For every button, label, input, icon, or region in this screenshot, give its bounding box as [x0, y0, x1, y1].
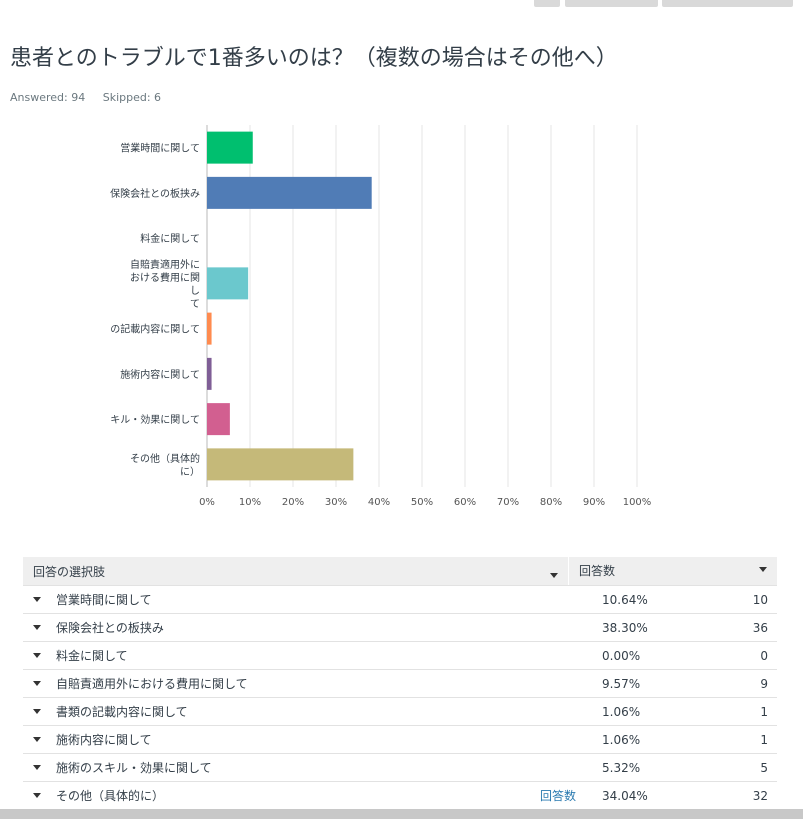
x-tick-label: 20%: [282, 497, 304, 508]
answer-choice-label: 保険会社との板挟み: [56, 621, 164, 635]
answer-choice-label: 料金に関して: [56, 649, 128, 663]
table-row: 営業時間に関して 10.64% 10: [23, 586, 777, 614]
bar[interactable]: [207, 131, 253, 164]
response-count: 32: [752, 788, 768, 803]
expand-caret-icon[interactable]: [33, 597, 41, 602]
table-row: 自賠責適用外における費用に関して 9.57% 9: [23, 670, 777, 698]
response-percent: 5.32%: [602, 760, 641, 775]
response-count: 1: [760, 704, 768, 719]
bar[interactable]: [207, 312, 212, 345]
category-label: 施術内容に関して: [120, 368, 200, 381]
category-label: 営業時間に関して: [120, 142, 200, 155]
category-label: 保険会社との板挟み: [110, 187, 200, 200]
table-row: 施術のスキル・効果に関して 5.32% 5: [23, 754, 777, 782]
table-row: 書類の記載内容に関して 1.06% 1: [23, 698, 777, 726]
table-row: 料金に関して 0.00% 0: [23, 642, 777, 670]
question-title: 患者とのトラブルで1番多いのは？（複数の場合はその他へ）: [10, 46, 618, 71]
response-percent: 0.00%: [602, 648, 641, 663]
category-label: に）: [180, 466, 200, 478]
sort-caret-icon[interactable]: [550, 572, 558, 578]
toolbar-button[interactable]: [565, 0, 658, 7]
answer-choice-label: 営業時間に関して: [56, 593, 152, 607]
x-tick-label: 100%: [623, 497, 652, 508]
response-percent: 9.57%: [602, 676, 641, 691]
response-count: 10: [752, 592, 768, 607]
bar[interactable]: [207, 448, 354, 481]
category-label: キル・効果に関して: [110, 413, 200, 426]
category-label: て: [190, 299, 200, 310]
category-label: おける費用に関: [130, 271, 200, 284]
answered-count: Answered: 94: [10, 91, 86, 104]
toolbar-button-small[interactable]: [534, 0, 560, 7]
category-label: 料金に関して: [140, 232, 200, 245]
expand-caret-icon[interactable]: [33, 793, 41, 798]
sort-caret-icon[interactable]: [759, 567, 767, 572]
answer-choice-label: 書類の記載内容に関して: [56, 705, 188, 719]
answer-choice-label: 自賠責適用外における費用に関して: [56, 677, 248, 691]
header-responses[interactable]: 回答数: [568, 557, 777, 585]
expand-caret-icon[interactable]: [33, 625, 41, 630]
header-answer-choices[interactable]: 回答の選択肢: [23, 563, 568, 580]
table-row: その他（具体的に） 回答数 34.04% 32: [23, 782, 777, 810]
expand-caret-icon[interactable]: [33, 765, 41, 770]
category-label: その他（具体的: [130, 452, 200, 465]
x-tick-label: 0%: [199, 497, 215, 508]
results-table: 回答の選択肢 回答数 営業時間に関して 10.64% 10 保険会社との板挟み 38.3…: [23, 557, 777, 810]
bar[interactable]: [207, 357, 212, 390]
category-label: し: [190, 285, 200, 297]
bar[interactable]: [207, 176, 372, 209]
response-count: 9: [760, 676, 768, 691]
expand-caret-icon[interactable]: [33, 681, 41, 686]
response-percent: 34.04%: [602, 788, 648, 803]
x-tick-label: 70%: [497, 497, 519, 508]
x-tick-label: 30%: [325, 497, 347, 508]
category-label: の記載内容に関して: [110, 323, 200, 336]
x-tick-label: 80%: [540, 497, 562, 508]
response-percent: 1.06%: [602, 732, 641, 747]
response-count: 5: [760, 760, 768, 775]
table-header: 回答の選択肢 回答数: [23, 557, 777, 586]
x-tick-label: 60%: [454, 497, 476, 508]
answer-choice-label: 施術のスキル・効果に関して: [56, 761, 212, 775]
bar-chart: 0% 10% 20% 30% 40% 50% 60% 70% 80% 90% 100% 営業時間に関し…: [110, 125, 652, 508]
response-count: 0: [760, 648, 768, 663]
expand-caret-icon[interactable]: [33, 653, 41, 658]
horizontal-scrollbar[interactable]: [0, 809, 803, 819]
expand-caret-icon[interactable]: [33, 709, 41, 714]
response-percent: 1.06%: [602, 704, 641, 719]
category-label: 自賠責適用外に: [130, 258, 200, 271]
bar[interactable]: [207, 403, 230, 436]
response-percent: 38.30%: [602, 620, 648, 635]
x-tick-label: 10%: [239, 497, 261, 508]
x-tick-label: 40%: [368, 497, 390, 508]
bar[interactable]: [207, 267, 249, 300]
x-tick-label: 50%: [411, 497, 433, 508]
response-count: 36: [752, 620, 768, 635]
table-body: 営業時間に関して 10.64% 10 保険会社との板挟み 38.30% 36 料金に関して 0…: [23, 586, 777, 810]
x-tick-label: 90%: [583, 497, 605, 508]
response-count: 1: [760, 732, 768, 747]
answer-choice-label: 施術内容に関して: [56, 733, 152, 747]
responses-link[interactable]: 回答数: [539, 789, 576, 803]
toolbar-button-wide[interactable]: [662, 0, 793, 7]
response-percent: 10.64%: [602, 592, 648, 607]
skipped-count: Skipped: 6: [102, 91, 162, 104]
expand-caret-icon[interactable]: [33, 737, 41, 742]
answer-choice-label: その他（具体的に）: [56, 789, 165, 803]
response-meta: Answered: 94 Skipped: 6: [10, 91, 175, 104]
table-row: 施術内容に関して 1.06% 1: [23, 726, 777, 754]
table-row: 保険会社との板挟み 38.30% 36: [23, 614, 777, 642]
